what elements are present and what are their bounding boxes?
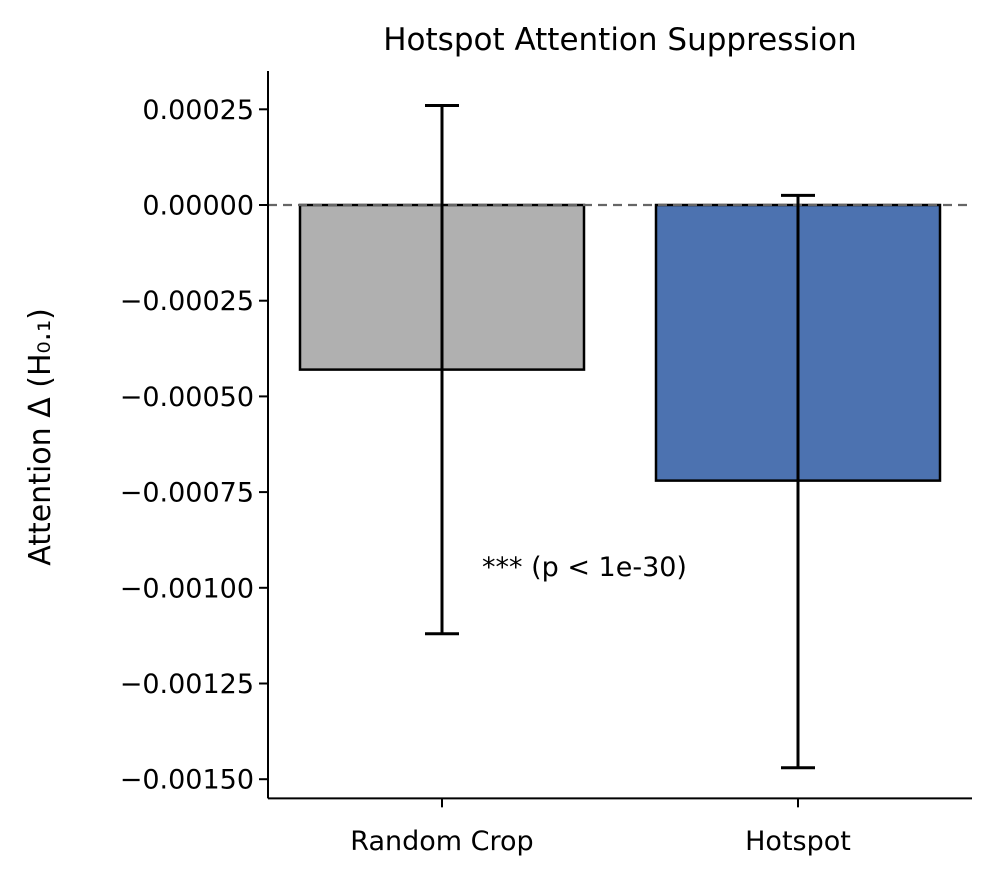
chart-title: Hotspot Attention Suppression	[383, 22, 857, 58]
significance-annotation: *** (p < 1e-30)	[482, 552, 687, 583]
y-tick-label: −0.00050	[120, 382, 254, 413]
y-tick-label: −0.00100	[120, 573, 254, 604]
y-tick-label: −0.00150	[120, 765, 254, 796]
y-tick-label: 0.00025	[142, 95, 254, 126]
x-tick-label: Hotspot	[745, 826, 851, 857]
plot-area: 0.00025 0.00000 −0.00025 −0.00050 −0.00075 −0…	[120, 71, 972, 857]
y-tick-label: −0.00075	[120, 478, 254, 509]
y-tick-label: 0.00000	[142, 191, 254, 222]
x-tick-label: Random Crop	[350, 826, 533, 857]
y-axis-label: Attention Δ (H₀.₁)	[23, 308, 58, 566]
y-tick-label: −0.00125	[120, 669, 254, 700]
y-tick-label: −0.00025	[120, 286, 254, 317]
